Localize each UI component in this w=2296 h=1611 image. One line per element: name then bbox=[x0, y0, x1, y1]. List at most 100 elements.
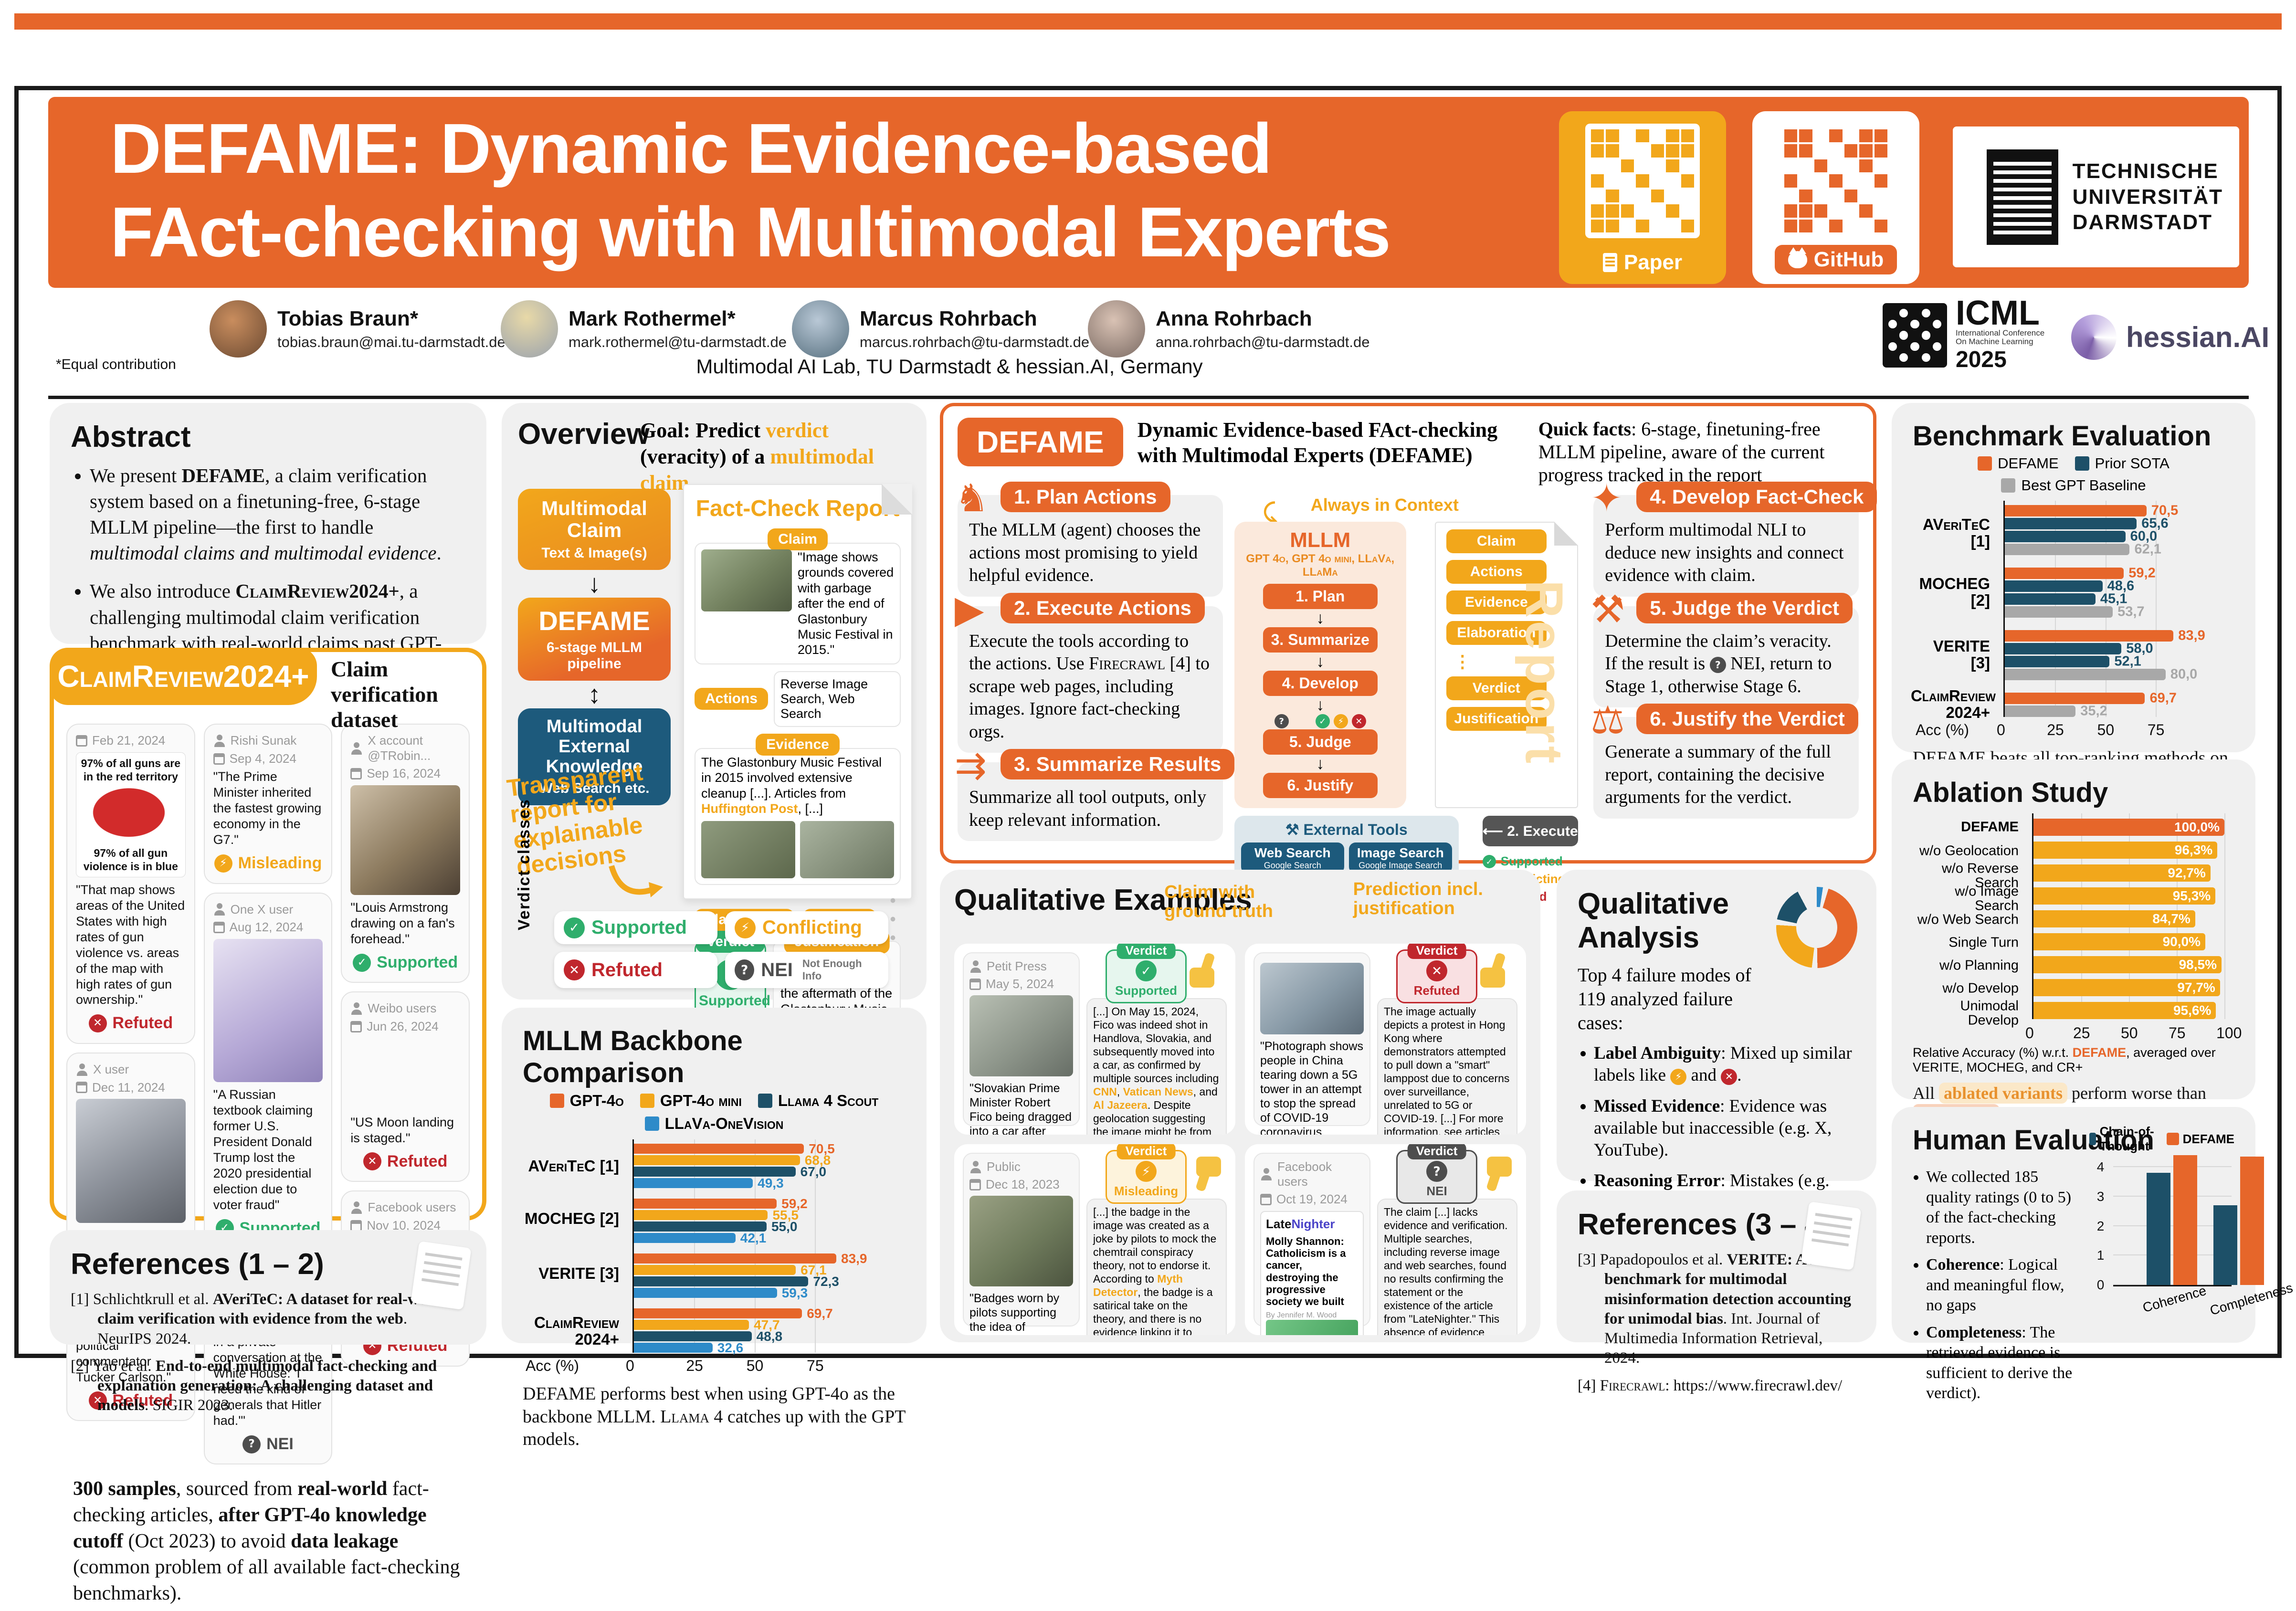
bar-value: 53,7 bbox=[2117, 604, 2145, 620]
references-3-4-panel: References (3 – 4) [3] Papadopoulos et a… bbox=[1557, 1190, 1876, 1394]
group-label: w/o Reverse Search bbox=[1941, 861, 2019, 891]
report-evidence-block: The Glastonbury Music Festival in 2015 i… bbox=[695, 748, 901, 885]
author-name: Marcus Rohrbach bbox=[860, 307, 1037, 330]
legend-swatch bbox=[2001, 478, 2016, 493]
stage-node-5: 6. Justify bbox=[1263, 773, 1378, 798]
chart-group: w/o Geolocation 96,3% bbox=[1919, 838, 2223, 859]
bar-value: 70,5 bbox=[809, 1141, 835, 1156]
icml-subtext: International Conference On Machine Lear… bbox=[1956, 328, 2045, 347]
abstract-panel: Abstract We present DEFAME, a claim veri… bbox=[50, 403, 486, 769]
verdict-stamp-label: Misleading bbox=[1114, 1184, 1179, 1198]
tick-label: 50 bbox=[746, 1357, 764, 1374]
bar-92,7%: 92,7% bbox=[2033, 864, 2211, 882]
benchmark-title: Benchmark Evaluation bbox=[1913, 421, 2212, 452]
defame-heading: Dynamic Evidence-based FAct-checking wit… bbox=[1137, 418, 1498, 467]
supported-icon: ✓ bbox=[1136, 960, 1157, 981]
chart-axis: 0 25 50 75 Acc (%) bbox=[526, 1354, 857, 1375]
ground-truth-verdict: ✕ Refuted bbox=[350, 1152, 460, 1171]
report-actions-text: Reverse Image Search, Web Search bbox=[774, 671, 901, 727]
abstract-bullet: We present DEFAME, a claim verification … bbox=[90, 463, 465, 566]
bar-value: 67,1 bbox=[800, 1262, 827, 1277]
github-qr-card[interactable]: GitHub bbox=[1752, 111, 1919, 284]
ablation-study-panel: Ablation Study DEFAME 100,0% w/o Geolocati… bbox=[1892, 759, 2255, 1189]
reference-item: [4] Firecrawl: https://www.firecrawl.dev… bbox=[1578, 1377, 1843, 1394]
bar-value: 48,8 bbox=[756, 1328, 783, 1344]
author-email: marcus.rohrbach@tu-darmstadt.de bbox=[860, 334, 1090, 350]
gridline bbox=[2113, 1195, 2232, 1197]
chart-group: AVeriTeC [1] 70,5 68,8 67,0 49,3 bbox=[528, 1139, 857, 1190]
abstract-title: Abstract bbox=[71, 421, 191, 453]
author-name: Tobias Braun* bbox=[277, 307, 419, 330]
source-link[interactable]: Al Jazeera bbox=[1093, 1099, 1148, 1112]
claim-source: X account @TRobin... bbox=[350, 733, 460, 763]
page-fold bbox=[882, 484, 912, 515]
benchmark-evaluation-panel: Benchmark Evaluation DEFAME Prior SOTA Bes… bbox=[1892, 403, 2255, 813]
chain-arrow-icon: ↓ bbox=[1316, 653, 1325, 671]
bar-67,0: 67,0 bbox=[634, 1164, 826, 1179]
article-byline: By Jennifer M. Wood bbox=[1266, 1311, 1337, 1319]
claim-text: "A Russian textbook claiming former U.S.… bbox=[213, 1087, 313, 1212]
legend-item: Prior SOTA bbox=[2075, 455, 2170, 472]
thumb-down-icon bbox=[1477, 1154, 1515, 1191]
verdict-stamp: Verdict? NEI bbox=[1396, 1144, 1477, 1204]
mllm-chart-legend: GPT-4o GPT-4o mini Llama 4 Scout LLaVa-OneV… bbox=[523, 1092, 906, 1133]
bar-62,1: 62,1 bbox=[2005, 542, 2161, 557]
verdict-stamp-chip: Verdict bbox=[1407, 944, 1466, 959]
avatar bbox=[501, 300, 558, 358]
claim-date: May 5, 2024 bbox=[969, 977, 1073, 991]
bar-98,5%: 98,5% bbox=[2033, 956, 2222, 973]
bar-72,3: 72,3 bbox=[634, 1274, 839, 1289]
source-link[interactable]: Myth Detector bbox=[1093, 1273, 1183, 1299]
verdict-class-nei: ? NEI Not Enough Info bbox=[725, 952, 888, 988]
legend-swatch bbox=[1978, 456, 1992, 471]
report-chip-justification: Justification bbox=[1446, 707, 1547, 731]
calendar-icon bbox=[76, 1082, 87, 1094]
tick-label: 4 bbox=[2096, 1159, 2105, 1175]
bar-value: 62,1 bbox=[2134, 541, 2161, 557]
bar-95,3%: 95,3% bbox=[2033, 887, 2216, 905]
bar-45,1: 45,1 bbox=[2005, 591, 2127, 607]
prediction-label: Prediction incl. justification bbox=[1353, 879, 1483, 918]
evidence-image-1 bbox=[701, 821, 795, 879]
report-watermark: Report bbox=[1514, 580, 1573, 767]
chart-group: AVeriTeC [1] 70,5 65,6 60,0 62,1 bbox=[1923, 501, 2194, 557]
verdict-class-conflicting: ⚡ Conflicting bbox=[725, 911, 888, 944]
equal-contribution-note: *Equal contribution bbox=[56, 357, 176, 372]
bar-100,0%: 100,0% bbox=[2033, 819, 2224, 836]
source-link[interactable]: Huffington Post bbox=[701, 801, 798, 816]
fact-check-report-sheet: Fact-Check Report Claim "Image shows gro… bbox=[683, 484, 912, 1149]
hessian-logo: hessian.AI bbox=[2071, 315, 2269, 360]
author-info: Anna Rohrbach anna.rohrbach@tu-darmstadt.… bbox=[1156, 307, 1370, 351]
stage-text: Perform multimodal NLI to deduce new ins… bbox=[1605, 520, 1844, 585]
chart-plot: AVeriTeC [1] 70,5 68,8 67,0 49,3 MOCHEG [2] 59… bbox=[523, 1139, 906, 1375]
group-label: w/o Geolocation bbox=[1919, 842, 2019, 858]
knowledge-box-title: Multimodal External Knowledge bbox=[546, 716, 643, 777]
claim-date: Aug 12, 2024 bbox=[213, 920, 323, 935]
avatar bbox=[1088, 300, 1145, 358]
chart-group: MOCHEG [2] 59,2 48,6 45,1 53,7 bbox=[1919, 557, 2194, 620]
tick-label: 0 bbox=[626, 1357, 634, 1374]
bar-59,3: 59,3 bbox=[634, 1285, 808, 1300]
claim-date: Sep 4, 2024 bbox=[213, 751, 323, 767]
claim-date: Dec 18, 2023 bbox=[969, 1177, 1073, 1192]
bar-value: 42,1 bbox=[740, 1230, 767, 1245]
claim-card: Facebook users Oct 19, 2024 LateNighter Mol… bbox=[1253, 1153, 1370, 1335]
paper-qr-card[interactable]: Paper bbox=[1559, 111, 1726, 284]
source-link[interactable]: CNN bbox=[1093, 1085, 1117, 1098]
author: Anna Rohrbach anna.rohrbach@tu-darmstadt.… bbox=[1088, 293, 1370, 365]
bar-83,9: 83,9 bbox=[634, 1251, 867, 1266]
bar-58,0: 58,0 bbox=[2005, 641, 2153, 656]
source-link[interactable]: Vatican News bbox=[1123, 1085, 1193, 1098]
report-chip-evidence: Evidence bbox=[1446, 590, 1547, 614]
author: Mark Rothermel* mark.rothermel@tu-darmsta… bbox=[501, 293, 787, 365]
group-label: AVeriTeC [1] bbox=[1922, 515, 1990, 550]
bar-69,7: 69,7 bbox=[2005, 691, 2177, 706]
supported-icon: ✓ bbox=[353, 953, 371, 972]
legend-label: LLaVa-OneVision bbox=[664, 1115, 784, 1132]
chart-group: w/o Planning 98,5% bbox=[1939, 953, 2223, 973]
stage-icon: ✦ bbox=[1590, 476, 1623, 520]
human-eval-bullets: We collected 185 quality ratings (0 to 5… bbox=[1913, 1167, 2080, 1404]
bar-value: 70,5 bbox=[2151, 503, 2179, 518]
claim-source: Petit Press bbox=[969, 959, 1073, 974]
failure-modes-donut-chart bbox=[1776, 887, 1857, 968]
